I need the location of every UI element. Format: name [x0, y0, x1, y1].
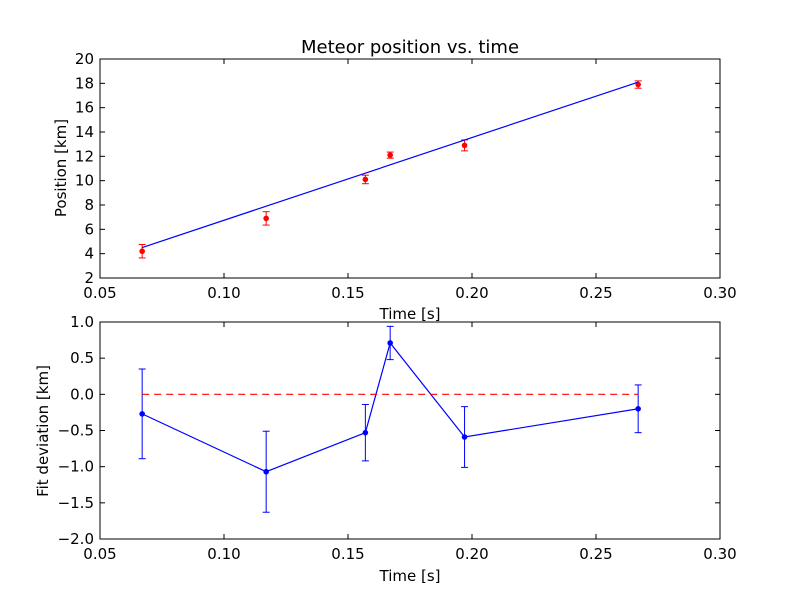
y-tick-label: 14: [75, 123, 94, 141]
y-tick-label: 0.5: [70, 349, 94, 367]
x-axis-label: Time [s]: [379, 305, 441, 323]
y-tick-label: 10: [75, 172, 94, 190]
x-tick-label: 0.25: [579, 284, 612, 302]
y-tick-label: −2.0: [58, 530, 94, 548]
deviation-line: [141, 341, 639, 473]
data-point: [387, 340, 393, 346]
data-point: [387, 152, 393, 158]
x-tick-label: 0.20: [455, 284, 488, 302]
y-tick-label: 6: [84, 220, 94, 238]
x-tick-label: 0.10: [207, 284, 240, 302]
y-tick-label: 20: [75, 50, 94, 68]
y-tick-label: −0.5: [58, 422, 94, 440]
y-tick-label: 8: [84, 196, 94, 214]
data-point: [139, 248, 145, 255]
data-point: [362, 176, 369, 183]
y-tick-label: 12: [75, 147, 94, 165]
x-tick-label: 0.20: [455, 545, 488, 563]
axes-frame: [99, 58, 721, 279]
x-tick-label: 0.30: [703, 545, 736, 563]
y-axis-label: Fit deviation [km]: [34, 365, 52, 497]
position-panel: Meteor position vs. time Time [s] Positi…: [52, 37, 737, 323]
y-tick-label: −1.0: [58, 458, 94, 476]
x-tick-label: 0.15: [331, 284, 364, 302]
x-axis-label: Time [s]: [379, 567, 441, 585]
y-tick-label: −1.5: [58, 494, 94, 512]
data-point: [461, 434, 468, 440]
deviation-panel: Time [s] Fit deviation [km] 0.05 0.10 0.15…: [34, 313, 737, 585]
y-tick-label: 0.0: [70, 385, 94, 403]
x-tick-label: 0.30: [703, 284, 736, 302]
x-tick-label: 0.15: [331, 545, 364, 563]
data-point: [263, 468, 269, 475]
data-point: [461, 142, 468, 149]
y-tick-label: 2: [84, 269, 94, 287]
data-point: [635, 406, 641, 412]
data-point: [139, 411, 145, 417]
y-tick-label: 1.0: [70, 313, 94, 331]
x-tick-label: 0.25: [579, 545, 612, 563]
x-tick-label: 0.10: [207, 545, 240, 563]
axes-frame: [99, 321, 721, 540]
x-tick-label: 0.05: [83, 545, 116, 563]
x-tick-label: 0.05: [83, 284, 116, 302]
y-axis-label: Position [km]: [52, 119, 70, 217]
y-tick-label: 16: [75, 99, 94, 117]
fit-line: [141, 81, 639, 249]
data-point: [362, 429, 369, 436]
data-point: [263, 215, 269, 222]
chart-title: Meteor position vs. time: [301, 37, 519, 58]
y-tick-label: 4: [84, 245, 94, 263]
y-tick-label: 18: [75, 74, 94, 92]
